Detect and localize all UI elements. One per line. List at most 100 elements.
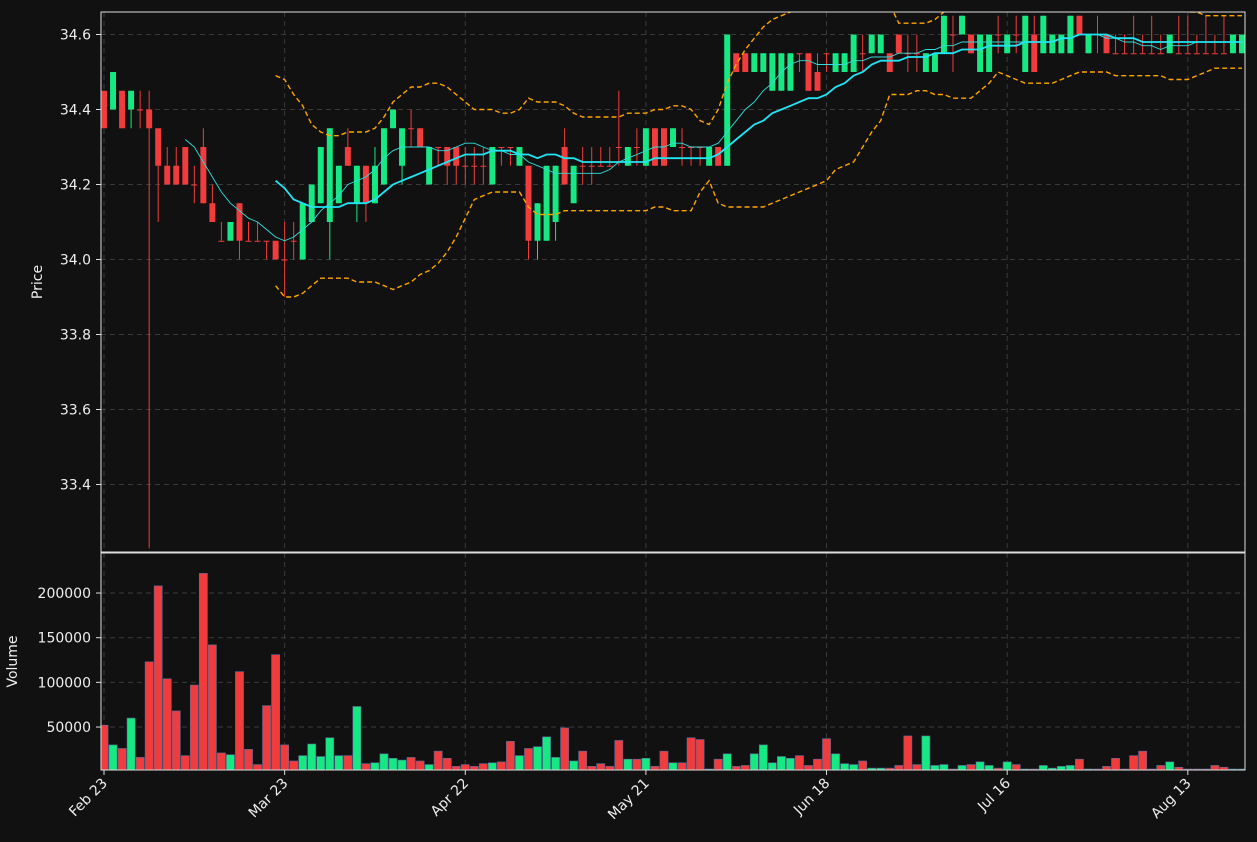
candle-body [570,165,577,204]
volume-bar [226,754,235,770]
candle-body [534,203,541,241]
volume-bar [506,741,515,770]
volume-bar [804,765,813,770]
volume-bar [632,758,642,770]
volume-bar [822,738,831,770]
candle-body [362,165,369,204]
y-tick-label: 200000 [38,586,91,602]
candle-body [1013,34,1020,36]
volume-bar [433,750,443,770]
candle-body [995,34,1002,36]
volume-bar [813,758,822,770]
candle-body [101,90,107,129]
volume-bar [144,661,154,770]
candle-body [615,147,622,148]
candle-body [191,184,198,186]
volume-bar [668,762,678,770]
volume-bar [1165,761,1175,770]
candle-body [164,165,171,185]
volume-bar [605,766,615,770]
volume-bar [235,671,244,770]
candle-body [498,147,505,148]
volume-bar [370,762,380,770]
candle-body [173,165,180,185]
volume-bar [478,763,488,770]
volume-bar [659,750,669,770]
candle-body [110,72,117,110]
candle-body [633,147,640,148]
candle-body [1184,53,1191,55]
volume-bar [984,765,994,770]
candle-body [417,128,424,147]
candle-body [290,240,297,242]
volume-bar [641,757,651,770]
volume-bar [280,744,289,770]
volume-bar [1156,765,1166,770]
volume-bar [1002,761,1012,770]
candle-body [1004,34,1011,54]
candle-body [922,53,929,72]
volume-bar [713,758,723,770]
candle-body [823,53,830,55]
volume-bar [424,764,434,770]
volume-bar [108,744,118,770]
candle-body [353,165,360,204]
candle-body [444,147,451,166]
candle-body [814,72,821,91]
candle-body [868,34,875,54]
volume-bar [208,644,217,770]
volume-bar [515,755,524,770]
candle-body [688,147,695,148]
candle-body [263,240,270,242]
volume-bar [1066,765,1075,770]
candle-body [200,147,207,204]
candle-body [904,53,911,55]
candle-body [895,34,902,54]
candle-body [182,147,189,185]
volume-bar [352,706,362,770]
volume-bar [1210,765,1220,770]
overlay-line [275,33,1242,208]
candle-body [724,34,731,166]
y-tick-label: 33.4 [60,478,91,494]
y-axis-label: Volume [5,635,21,687]
volume-bar [542,736,551,770]
volume-bar [731,766,741,770]
candle-body [218,240,225,242]
candle-body [769,53,776,91]
candle-body [950,34,956,36]
volume-bar [198,573,208,770]
candle-body [236,203,243,241]
volume-bar [686,737,696,770]
volume-bar [966,764,976,770]
candle-body [480,165,487,167]
candle-body [751,53,758,72]
volume-bar [1102,766,1111,770]
axes-frame [100,11,1246,553]
volume-bar [1011,764,1021,770]
volume-bar [406,757,416,770]
volume-bar [777,756,786,770]
candle-body [1067,15,1074,54]
plot-area [101,12,1245,549]
volume-bar [388,757,398,770]
candle-body [317,147,324,204]
candle-body [597,165,604,167]
candle-body [841,53,848,72]
volume-bar [569,760,579,770]
candle-body [299,203,306,260]
y-tick-label: 100000 [38,675,91,691]
candle-body [390,109,396,129]
volume-bar [217,752,226,770]
candle-body [326,128,333,222]
candle-body [733,53,740,72]
volume-bar [975,761,985,770]
volume-bar [442,757,452,770]
candle-body [281,259,288,261]
candle-body [344,147,351,166]
y-tick-label: 34.4 [60,103,91,119]
volume-bar [415,760,425,770]
volume-bar [786,757,795,770]
y-tick-label: 34.6 [60,28,91,44]
